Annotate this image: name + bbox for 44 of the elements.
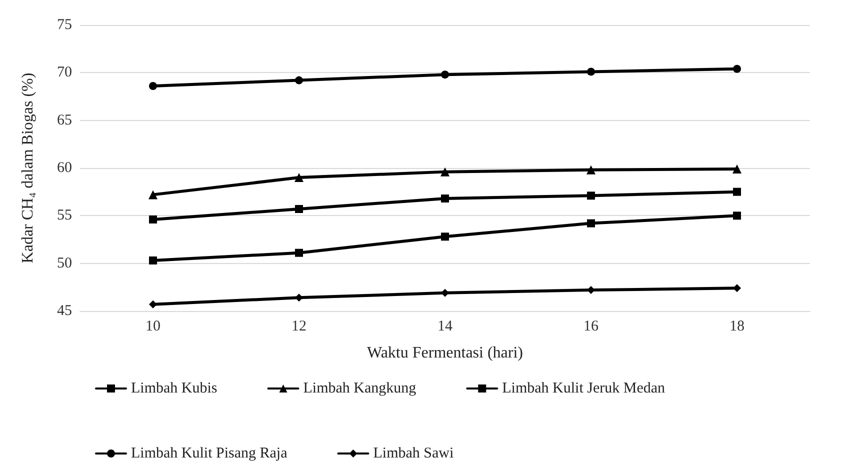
- point: [440, 167, 450, 176]
- point: [295, 204, 303, 213]
- point: [441, 232, 449, 241]
- y-tick-label: 70: [57, 64, 72, 81]
- point: [733, 188, 741, 196]
- point: [733, 284, 741, 292]
- y-tick-label: 45: [57, 303, 72, 319]
- point: [587, 68, 595, 76]
- point: [149, 256, 157, 264]
- x-tick-label: 12: [292, 318, 306, 334]
- y-tick-label: 50: [57, 255, 72, 272]
- point: [294, 173, 304, 182]
- y-axis-title: Kadar CH₄ dalam Biogas (%): [20, 72, 36, 264]
- point: [733, 212, 741, 220]
- legend-label: Limbah Kulit Jeruk Medan: [502, 380, 666, 396]
- x-tick-label: 10: [146, 318, 160, 334]
- point: [586, 165, 596, 174]
- legend-label: Limbah Kangkung: [303, 380, 417, 396]
- point: [148, 190, 158, 200]
- point: [587, 192, 595, 200]
- point: [441, 194, 449, 203]
- x-tick-label: 16: [584, 318, 599, 334]
- point: [295, 76, 303, 84]
- x-axis-title: Waktu Fermentasi (hari): [367, 344, 523, 362]
- point: [733, 64, 741, 73]
- y-tick-label: 75: [57, 17, 72, 33]
- y-tick-label: 55: [57, 208, 72, 224]
- x-tick-label: 14: [438, 318, 453, 334]
- point: [295, 248, 303, 257]
- point: [441, 288, 449, 297]
- x-tick-label: 18: [730, 318, 744, 334]
- y-tick-label: 60: [57, 160, 72, 176]
- legend-label: Limbah Kulit Pisang Raja: [131, 446, 288, 462]
- point: [149, 300, 157, 308]
- point: [295, 294, 303, 302]
- point: [149, 82, 157, 90]
- point: [587, 286, 595, 294]
- point: [732, 164, 742, 174]
- point: [149, 215, 157, 224]
- point: [441, 70, 449, 79]
- legend-label: Limbah Kubis: [131, 380, 218, 396]
- legend-label: Limbah Sawi: [373, 446, 454, 462]
- point: [587, 219, 595, 228]
- y-tick-label: 65: [57, 112, 72, 128]
